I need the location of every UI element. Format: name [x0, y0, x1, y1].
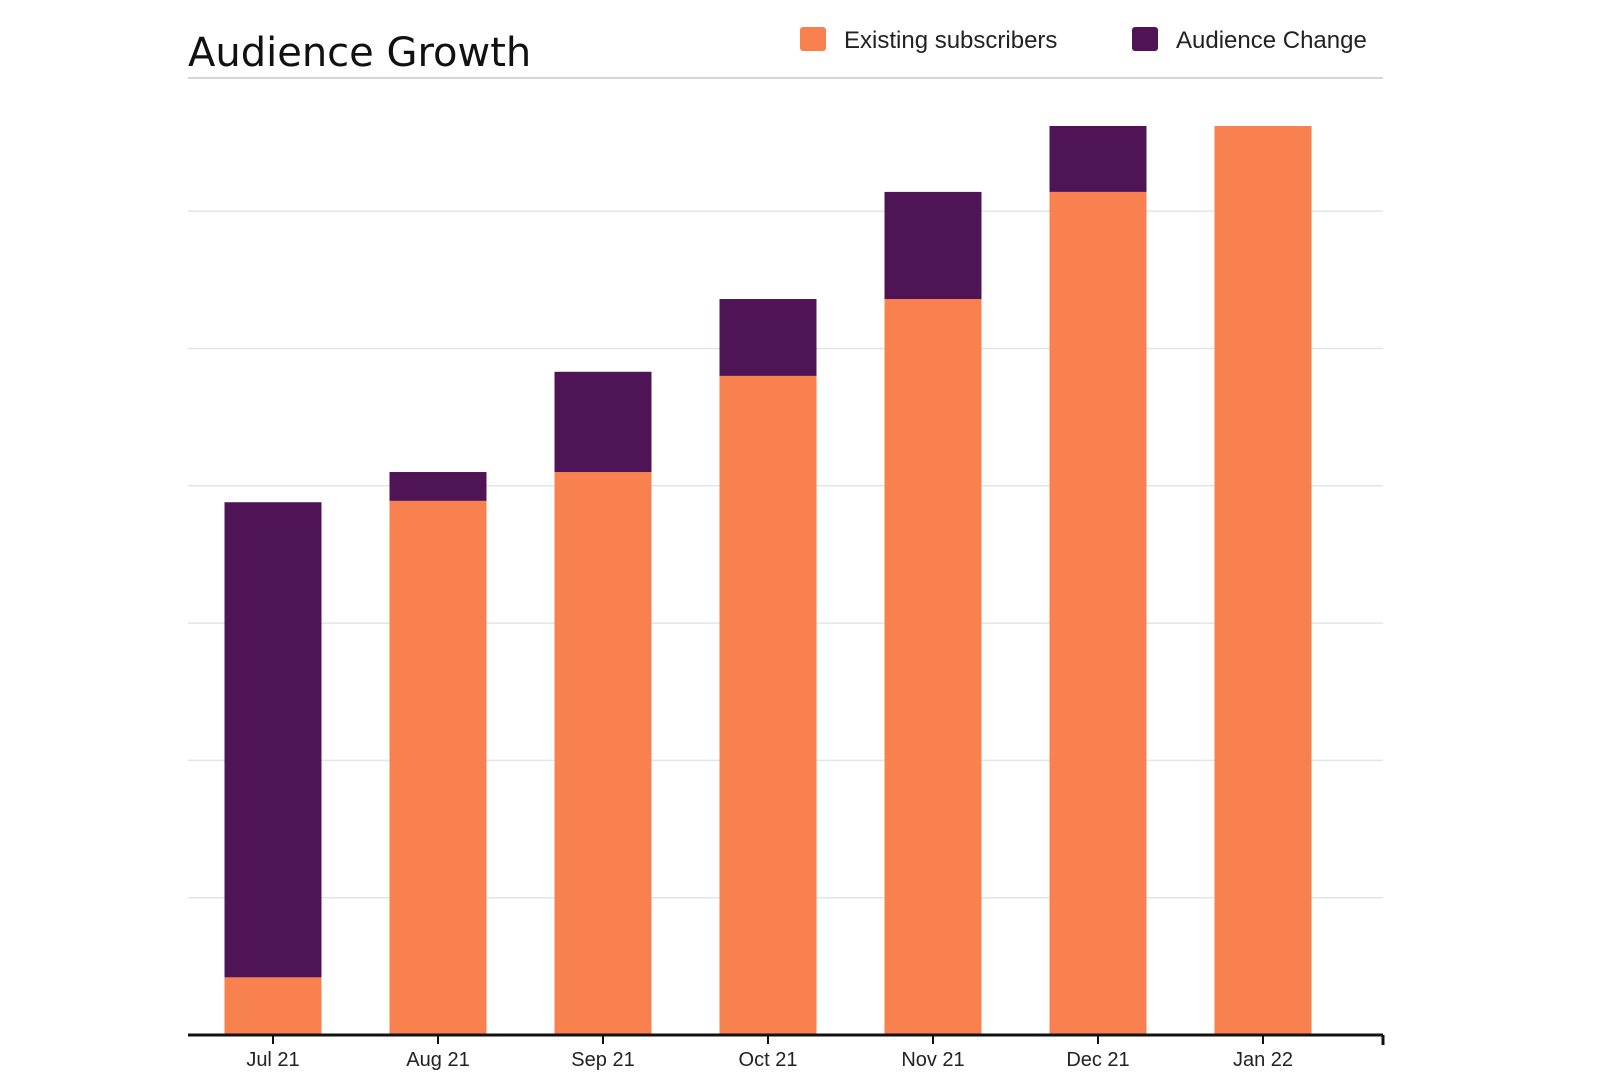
x-tick-label: Jul 21 [246, 1049, 299, 1071]
x-tick-label: Oct 21 [739, 1049, 798, 1071]
bar-segment-existing-subscribers [224, 977, 322, 1035]
bar-segment-audience-change [884, 191, 982, 300]
bar-segment-audience-change [1049, 126, 1147, 192]
bars [224, 126, 1312, 1036]
x-axis: Jul 21 Aug 21 Sep 21 Oct 21 Nov 21 Dec 21 Jan … [188, 1033, 1385, 1071]
legend-label-existing-subscribers: Existing subscribers [844, 27, 1057, 54]
bar-segment-existing-subscribers [884, 299, 982, 1035]
bar-segment-existing-subscribers [1214, 126, 1312, 1035]
x-tick-label: Sep 21 [571, 1049, 634, 1071]
chart-title: Audience Growth [188, 30, 531, 76]
legend-swatch-existing-subscribers [800, 27, 826, 51]
bar-segment-audience-change [554, 371, 652, 473]
bar-segment-audience-change [389, 472, 487, 501]
x-tick-label: Dec 21 [1066, 1049, 1129, 1071]
bar-segment-audience-change [719, 299, 817, 376]
legend-label-audience-change: Audience Change [1176, 27, 1367, 54]
legend-swatch-audience-change [1132, 27, 1158, 51]
bar-segment-existing-subscribers [389, 500, 487, 1036]
bar-segment-audience-change [224, 502, 322, 978]
bar-segment-existing-subscribers [554, 472, 652, 1035]
bar-segment-existing-subscribers [719, 375, 817, 1035]
x-tick-label: Nov 21 [901, 1049, 964, 1071]
x-tick-label: Aug 21 [406, 1049, 469, 1071]
x-tick-label: Jan 22 [1233, 1049, 1293, 1071]
bar-segment-existing-subscribers [1049, 191, 1147, 1035]
